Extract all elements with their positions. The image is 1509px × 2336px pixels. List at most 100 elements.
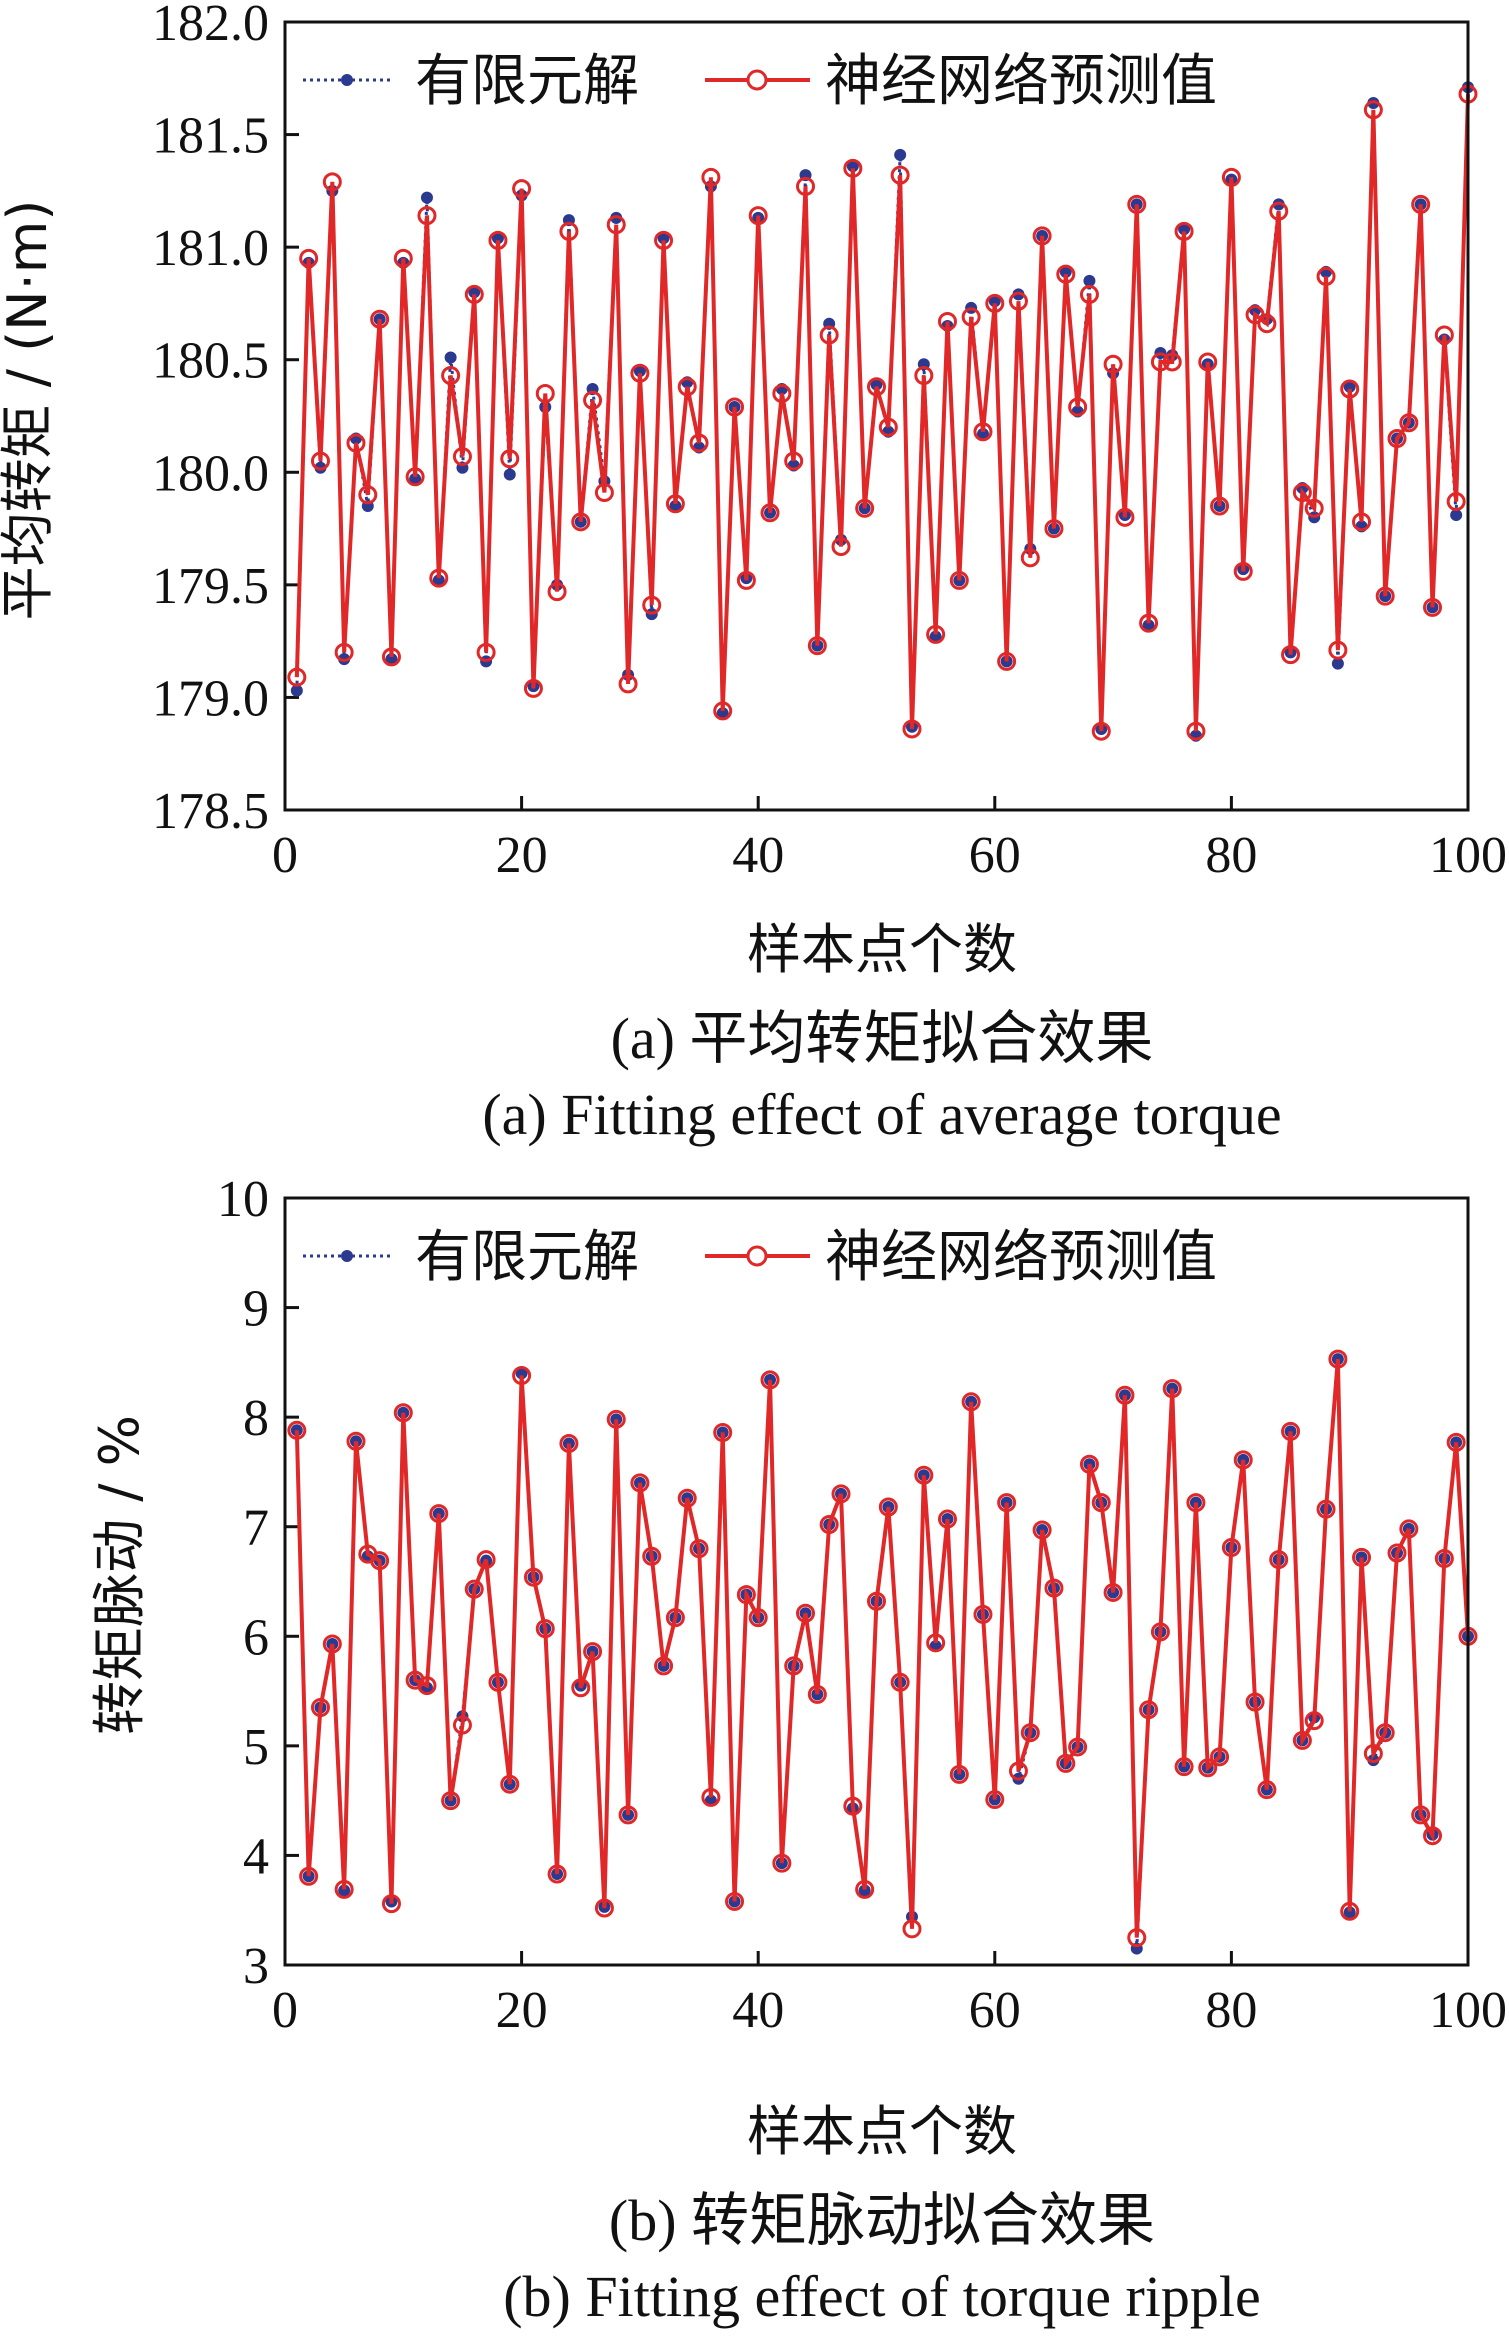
- nn-point: [583, 1642, 603, 1662]
- nn-point: [571, 512, 591, 532]
- fem-point: [468, 286, 481, 299]
- nn-point: [1434, 325, 1454, 345]
- fem-point: [432, 574, 445, 587]
- nn-point: [464, 1579, 484, 1599]
- nn-point: [299, 248, 319, 268]
- nn-point: [1186, 721, 1206, 741]
- nn-point: [488, 1672, 508, 1692]
- nn-point: [1257, 314, 1277, 334]
- legend-label-nn: 神经网络预测值: [825, 1225, 1217, 1290]
- nn-point: [867, 1591, 886, 1611]
- nn-point: [926, 1633, 946, 1653]
- fem-point: [338, 1884, 351, 1897]
- plot-frame: [283, 20, 1470, 812]
- nn-point: [784, 1656, 804, 1676]
- nn-point: [500, 449, 520, 469]
- nn-point: [1281, 645, 1301, 665]
- nn-point: [1316, 266, 1336, 286]
- fem-point: [385, 653, 398, 666]
- nn-point: [1150, 352, 1170, 372]
- nn-point: [937, 311, 957, 331]
- nn-point: [322, 1634, 342, 1654]
- nn-point: [1245, 305, 1265, 325]
- nn-point: [926, 624, 946, 644]
- nn-point: [512, 179, 532, 199]
- nn-point: [1103, 1582, 1123, 1602]
- nn-point: [1008, 1761, 1028, 1781]
- nn-point: [1139, 1700, 1159, 1720]
- nn-point: [393, 1403, 413, 1423]
- nn-point: [1162, 352, 1182, 372]
- nn-point: [831, 537, 851, 557]
- x-tick-label: 60: [969, 827, 1021, 884]
- nn-point: [949, 1764, 969, 1784]
- y-tick-label: 179.5: [152, 558, 269, 615]
- nn-point: [1446, 492, 1466, 512]
- nn-point: [1079, 1454, 1099, 1474]
- nn-point: [1091, 721, 1111, 741]
- nn-point: [654, 1656, 674, 1676]
- nn-point: [441, 1791, 461, 1811]
- fem-point: [988, 295, 1001, 308]
- nn-point: [547, 582, 567, 602]
- plot-frame: [283, 1196, 1470, 1967]
- nn-point: [370, 309, 390, 329]
- nn-point: [594, 1898, 614, 1918]
- nn-point: [1020, 1723, 1040, 1743]
- y-tick-label: 4: [243, 1828, 269, 1885]
- nn-point: [855, 1879, 875, 1899]
- x-tick-label: 100: [1429, 827, 1507, 884]
- nn-point: [1375, 1723, 1395, 1743]
- nn-point: [973, 422, 993, 442]
- nn-point: [1363, 1744, 1383, 1764]
- nn-point: [1174, 1757, 1194, 1777]
- fem-point: [894, 148, 907, 161]
- nn-point: [1328, 640, 1348, 660]
- y-tick-label: 3: [243, 1938, 269, 1995]
- fem-point: [1083, 274, 1096, 287]
- nn-point: [1292, 483, 1312, 503]
- nn-point: [890, 1672, 910, 1692]
- nn-point: [689, 1539, 709, 1559]
- nn-point: [1079, 284, 1099, 304]
- legend: 有限元解 神经网络预测值: [303, 1225, 1217, 1290]
- nn-point: [346, 433, 366, 453]
- nn-point: [1375, 586, 1395, 606]
- nn-point: [1174, 221, 1194, 241]
- x-tick-label: 80: [1205, 1982, 1257, 2039]
- nn-point: [878, 1497, 898, 1517]
- nn-point: [1221, 1538, 1241, 1558]
- nn-point: [1434, 1548, 1454, 1568]
- nn-point: [1352, 512, 1372, 532]
- nn-point: [1387, 1543, 1407, 1563]
- nn-point: [1139, 613, 1159, 633]
- nn-point: [1127, 1928, 1147, 1948]
- fem-point: [669, 500, 682, 513]
- caption-en: (b) Fitting effect of torque ripple: [503, 2264, 1261, 2329]
- legend-marker-fem: [341, 74, 353, 86]
- nn-point: [1269, 201, 1289, 221]
- nn-point: [1411, 1805, 1431, 1825]
- y-tick-label: 6: [243, 1609, 269, 1666]
- nn-point: [1020, 548, 1040, 568]
- nn-point: [1198, 1758, 1218, 1778]
- legend-label-fem: 有限元解: [415, 1225, 639, 1290]
- nn-point: [1233, 1450, 1253, 1470]
- nn-point: [665, 1608, 685, 1628]
- nn-point: [452, 447, 472, 467]
- fem-point: [858, 1884, 871, 1897]
- nn-point: [1210, 1747, 1230, 1767]
- y-tick-label: 9: [243, 1281, 269, 1338]
- nn-point: [1221, 167, 1241, 187]
- nn-point: [381, 647, 401, 667]
- x-tick-label: 20: [496, 827, 548, 884]
- nn-point: [1363, 100, 1383, 120]
- nn-point: [571, 1678, 591, 1698]
- nn-point: [736, 1585, 756, 1605]
- nn-point: [523, 678, 543, 698]
- fem-point: [1059, 265, 1072, 278]
- y-tick-label: 7: [243, 1500, 269, 1557]
- fem-point: [409, 473, 422, 486]
- x-axis-label: 样本点个数: [747, 918, 1017, 981]
- nn-point: [677, 377, 697, 397]
